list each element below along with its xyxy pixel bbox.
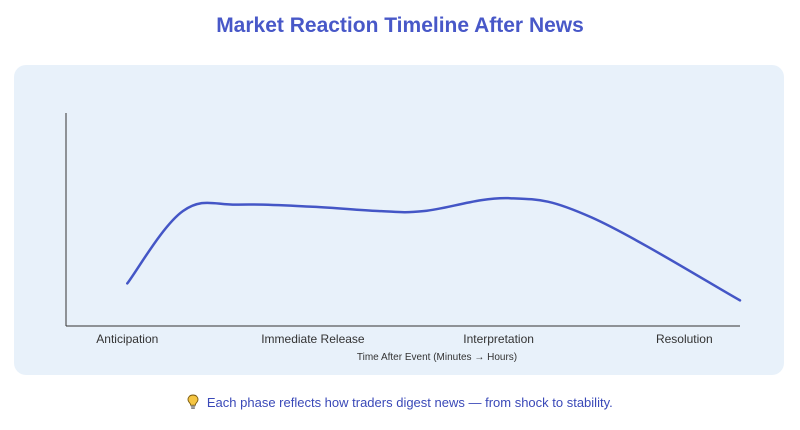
footer-note: Each phase reflects how traders digest n… bbox=[0, 394, 800, 413]
series-line-0 bbox=[126, 196, 742, 302]
x-axis-label: Time After Event (Minutes → Hours) bbox=[357, 352, 517, 363]
chart-title: Market Reaction Timeline After News bbox=[216, 14, 584, 37]
footer-text: Each phase reflects how traders digest n… bbox=[206, 395, 613, 410]
x-tick-label: Resolution bbox=[656, 332, 713, 346]
x-tick-label: Interpretation bbox=[463, 332, 534, 346]
x-tick-label: Immediate Release bbox=[261, 332, 365, 346]
chart-panel bbox=[14, 65, 784, 375]
lightbulb-icon bbox=[187, 394, 199, 413]
x-tick-label: Anticipation bbox=[96, 332, 158, 346]
